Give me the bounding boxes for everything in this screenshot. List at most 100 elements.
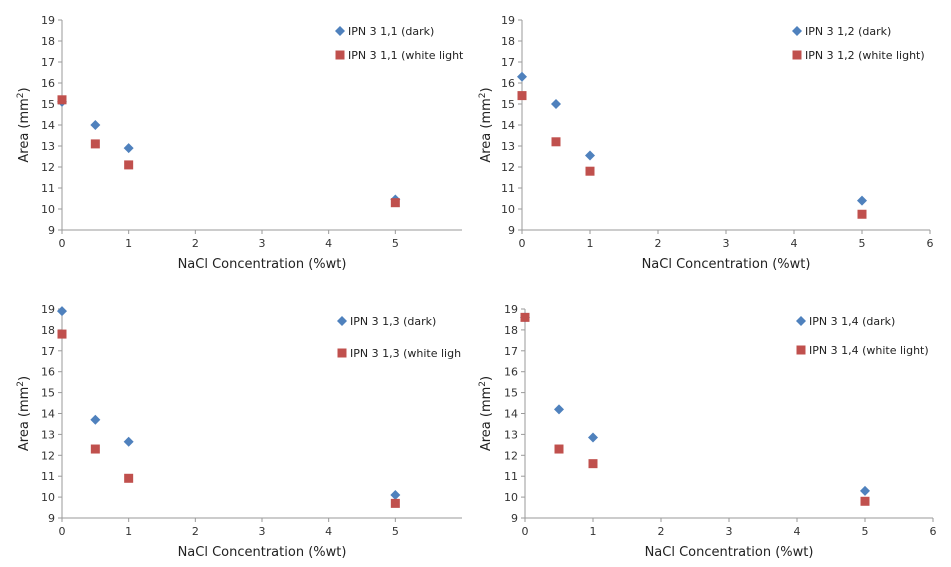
data-point (588, 459, 598, 469)
legend-label: IPN 3 1,2 (white light) (805, 49, 925, 62)
y-tick-label: 18 (41, 35, 55, 48)
y-tick-label: 9 (511, 512, 518, 525)
data-point (123, 436, 134, 447)
y-tick-label: 17 (501, 56, 515, 69)
y-tick-label: 10 (41, 491, 55, 504)
data-point (517, 91, 527, 101)
legend-label: IPN 3 1,1 (dark) (348, 25, 434, 38)
x-axis-title: NaCl Concentration (%wt) (645, 545, 814, 560)
y-tick-label: 18 (504, 324, 518, 337)
series-2 (57, 329, 400, 508)
y-tick-label: 15 (504, 387, 518, 400)
y-tick-label: 18 (501, 35, 515, 48)
y-tick-label: 11 (41, 182, 55, 195)
data-point (124, 473, 134, 483)
legend-marker (335, 26, 345, 36)
x-axis-title: NaCl Concentration (%wt) (178, 545, 347, 560)
x-tick-label: 0 (59, 237, 66, 250)
x-axis-title: NaCl Concentration (%wt) (178, 257, 347, 272)
y-tick-label: 13 (504, 428, 518, 441)
legend-label: IPN 3 1,4 (white light) (809, 344, 929, 357)
data-point (860, 496, 870, 506)
y-tick-label: 12 (501, 161, 515, 174)
x-tick-label: 6 (927, 237, 934, 250)
legend-marker (796, 316, 806, 326)
y-axis-title: Area (mm2) (478, 376, 494, 451)
y-axis-title: Area (mm2) (16, 87, 32, 162)
y-axis-title: Area (mm2) (16, 376, 32, 451)
y-tick-label: 16 (501, 77, 515, 90)
legend-marker (335, 50, 345, 60)
x-tick-label: 4 (325, 237, 332, 250)
series-2 (517, 91, 867, 219)
x-tick-label: 1 (590, 525, 597, 538)
x-tick-label: 0 (522, 525, 529, 538)
series-1 (517, 71, 867, 206)
x-tick-label: 2 (658, 525, 665, 538)
data-point (857, 195, 867, 206)
x-tick-label: 2 (192, 237, 199, 250)
data-point (551, 137, 561, 147)
y-tick-label: 19 (41, 14, 55, 27)
y-tick-label: 12 (41, 161, 55, 174)
x-tick-label: 3 (259, 525, 266, 538)
x-tick-label: 1 (587, 237, 594, 250)
series-1 (57, 96, 401, 205)
y-tick-label: 11 (504, 470, 518, 483)
y-tick-label: 9 (48, 512, 55, 525)
x-tick-label: 0 (59, 525, 66, 538)
data-point (588, 432, 598, 443)
legend-marker (792, 50, 802, 60)
data-point (857, 209, 867, 219)
x-tick-label: 2 (192, 525, 199, 538)
x-tick-label: 0 (519, 237, 526, 250)
y-axis-title: Area (mm2) (478, 87, 494, 162)
data-point (90, 120, 101, 130)
y-tick-label: 11 (501, 182, 515, 195)
data-point (123, 143, 134, 154)
data-point (585, 150, 595, 161)
series-2 (520, 312, 870, 506)
y-tick-label: 10 (41, 203, 55, 216)
y-tick-label: 14 (41, 408, 55, 421)
y-tick-label: 17 (41, 345, 55, 358)
x-tick-label: 1 (125, 237, 132, 250)
legend-label: IPN 3 1,3 (dark) (350, 315, 436, 328)
data-point (390, 498, 400, 508)
legend-label: IPN 3 1,2 (dark) (805, 25, 891, 38)
legend-marker (337, 316, 347, 326)
x-tick-label: 5 (862, 525, 869, 538)
y-tick-label: 17 (41, 56, 55, 69)
x-tick-label: 4 (794, 525, 801, 538)
y-tick-label: 18 (41, 324, 55, 337)
data-point (551, 99, 561, 109)
legend-marker (792, 26, 802, 36)
x-tick-label: 3 (723, 237, 730, 250)
x-tick-label: 3 (726, 525, 733, 538)
series-1 (520, 312, 870, 496)
y-tick-label: 16 (504, 366, 518, 379)
y-tick-label: 16 (41, 366, 55, 379)
y-tick-label: 15 (41, 387, 55, 400)
x-tick-label: 6 (930, 525, 937, 538)
data-point (554, 404, 564, 415)
x-tick-label: 4 (791, 237, 798, 250)
data-point (860, 485, 870, 496)
y-tick-label: 12 (504, 449, 518, 462)
y-tick-label: 11 (41, 470, 55, 483)
data-point (90, 444, 100, 454)
y-tick-label: 12 (41, 449, 55, 462)
y-tick-label: 13 (41, 140, 55, 153)
x-axis-title: NaCl Concentration (%wt) (642, 257, 811, 272)
y-tick-label: 15 (41, 98, 55, 111)
data-point (390, 490, 401, 501)
data-point (57, 95, 67, 105)
y-tick-label: 14 (501, 119, 515, 132)
y-tick-label: 17 (504, 345, 518, 358)
x-tick-label: 2 (655, 237, 662, 250)
y-tick-label: 19 (41, 303, 55, 316)
x-tick-label: 5 (859, 237, 866, 250)
